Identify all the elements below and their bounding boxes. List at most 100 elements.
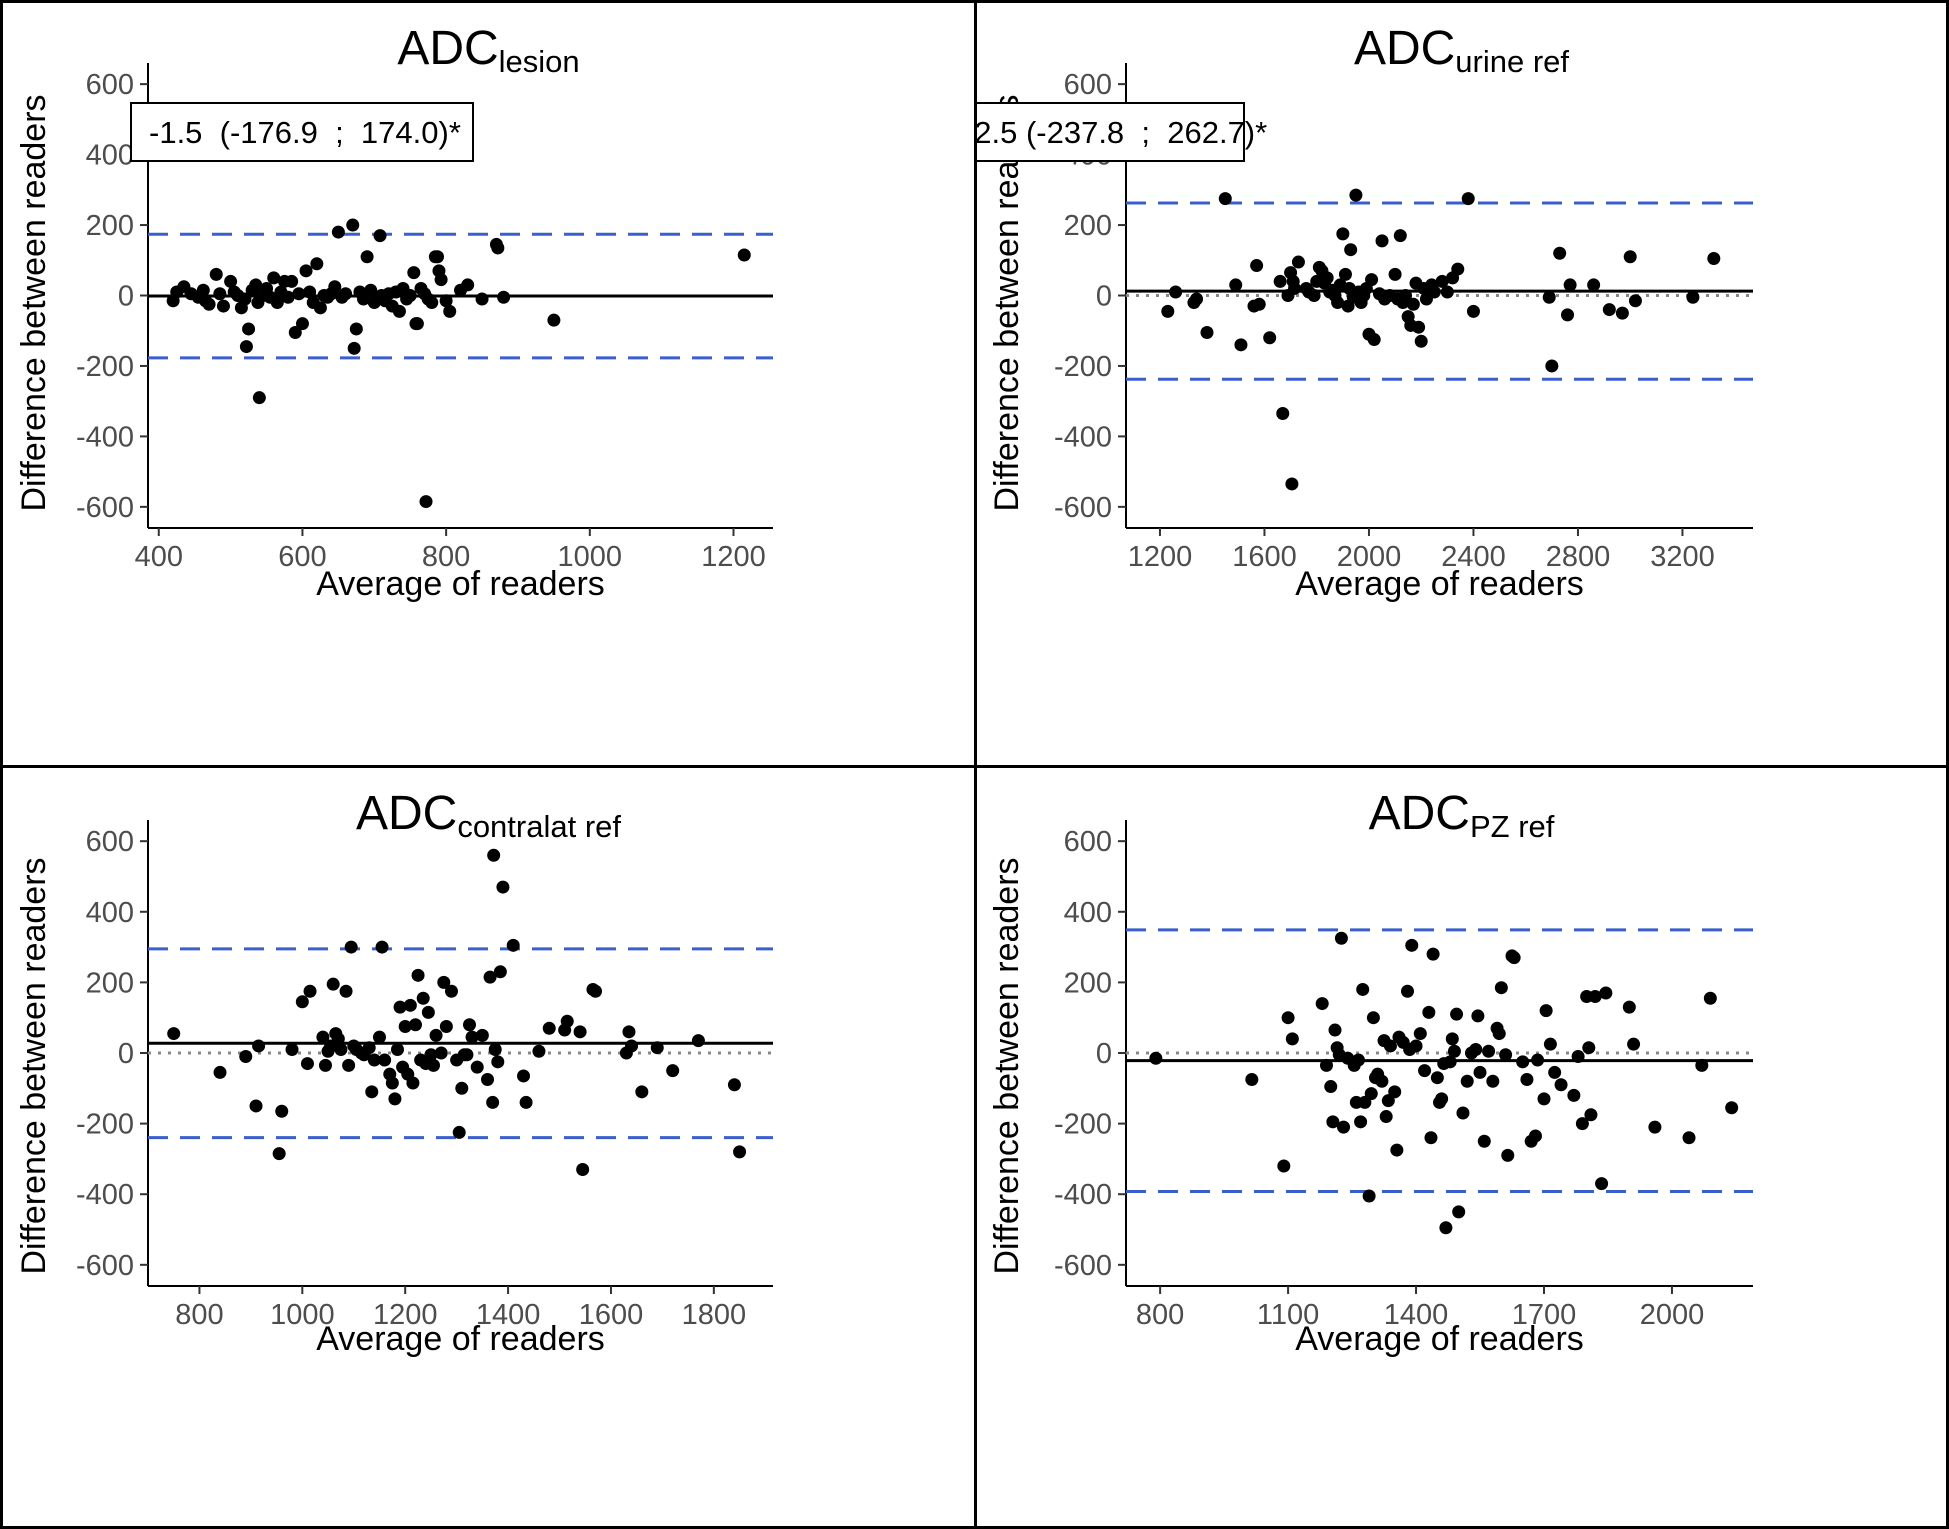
data-point [1473,1065,1487,1079]
data-point [344,940,358,954]
data-point [425,296,439,310]
data-point [267,271,281,285]
data-point [1623,250,1637,264]
data-point [1622,1000,1636,1014]
y-tick-label: 200 [1064,210,1112,242]
data-point [373,229,387,243]
y-tick-label: 600 [1064,826,1112,858]
panel-adc-urine-ref: ADCurine ref -600-400-200020040060012001… [974,0,1949,768]
data-point [1320,271,1334,285]
data-point [1388,267,1402,281]
data-point [437,975,451,989]
data-point [375,940,389,954]
data-point [1545,359,1559,373]
data-point [1281,1011,1295,1025]
y-tick-label: 600 [1064,69,1112,101]
y-tick-label: 0 [1096,1038,1112,1070]
data-point [1507,951,1521,965]
data-point [465,1030,479,1044]
data-point [360,250,374,264]
data-point [339,984,353,998]
data-point [1307,289,1321,302]
data-point [1567,1088,1581,1102]
data-point [411,968,425,982]
data-point [347,341,361,355]
data-point [1273,274,1287,288]
data-point [1615,306,1629,320]
data-point [407,266,421,280]
data-point [1422,1005,1436,1019]
x-tick-label: 1100 [1257,1299,1319,1331]
data-point [1252,297,1266,311]
y-tick-label: -400 [1054,1179,1112,1211]
data-point [576,1163,590,1176]
data-point [455,1081,469,1095]
data-point [439,294,453,308]
x-tick-label: 1000 [558,541,623,573]
x-tick-label: 2400 [1441,541,1506,573]
data-point [1553,246,1567,260]
data-point [1471,1009,1485,1023]
x-tick-label: 800 [1136,1299,1184,1331]
data-point [1390,1143,1404,1157]
data-point [460,1048,474,1062]
data-point [1456,1106,1470,1120]
data-point [487,848,501,862]
data-point [1539,1004,1553,1018]
title-main: ADC [1353,22,1456,75]
data-point [1426,947,1440,961]
y-axis-title: Difference between readers [988,857,1026,1274]
data-point [691,1034,705,1048]
data-point [281,290,295,304]
title-main: ADC [397,22,499,75]
data-point [1575,1117,1589,1131]
data-point [388,1092,402,1106]
title-main: ADC [1368,787,1470,840]
data-point [426,1058,440,1072]
y-tick-label: 0 [118,281,134,313]
data-point [1276,407,1290,421]
data-point [372,1030,386,1044]
data-point [1440,285,1454,299]
data-point [1542,290,1556,304]
data-point [1588,990,1602,1004]
data-point [491,1055,505,1069]
y-tick-label: -400 [76,421,134,453]
data-point [481,1072,495,1086]
y-tick-label: -400 [76,1179,134,1211]
y-tick-label: -600 [1054,1250,1112,1282]
data-point [1285,477,1299,491]
data-point [1354,1115,1368,1129]
data-point [1499,1048,1513,1062]
data-point [1707,252,1721,266]
data-point [1291,255,1305,269]
data-point [1584,1108,1598,1122]
x-axis-title: Average of readers [1295,565,1584,603]
data-point [270,296,284,310]
panel-title: ADCurine ref [977,21,1946,80]
x-tick-label: 2800 [1546,541,1611,573]
y-tick-label: -600 [1054,492,1112,524]
x-tick-label: 1200 [373,1299,438,1331]
data-point [1528,1129,1542,1143]
data-point [1365,273,1379,287]
data-point [1492,1027,1506,1041]
data-point [1393,229,1407,243]
data-point [1349,188,1363,202]
data-point [285,274,299,288]
data-point [318,1058,332,1072]
data-point [1561,308,1575,322]
data-point [1405,938,1419,952]
data-point [1351,1053,1365,1067]
title-sub: PZ ref [1469,809,1555,844]
data-point [589,984,603,998]
data-point [733,1145,747,1159]
data-point [470,1060,484,1074]
data-point [349,322,363,336]
data-point [1682,1131,1696,1145]
data-point [1338,267,1352,281]
data-point [342,1058,356,1072]
data-point [1331,296,1345,310]
data-point [1285,1032,1299,1046]
data-point [737,248,751,262]
